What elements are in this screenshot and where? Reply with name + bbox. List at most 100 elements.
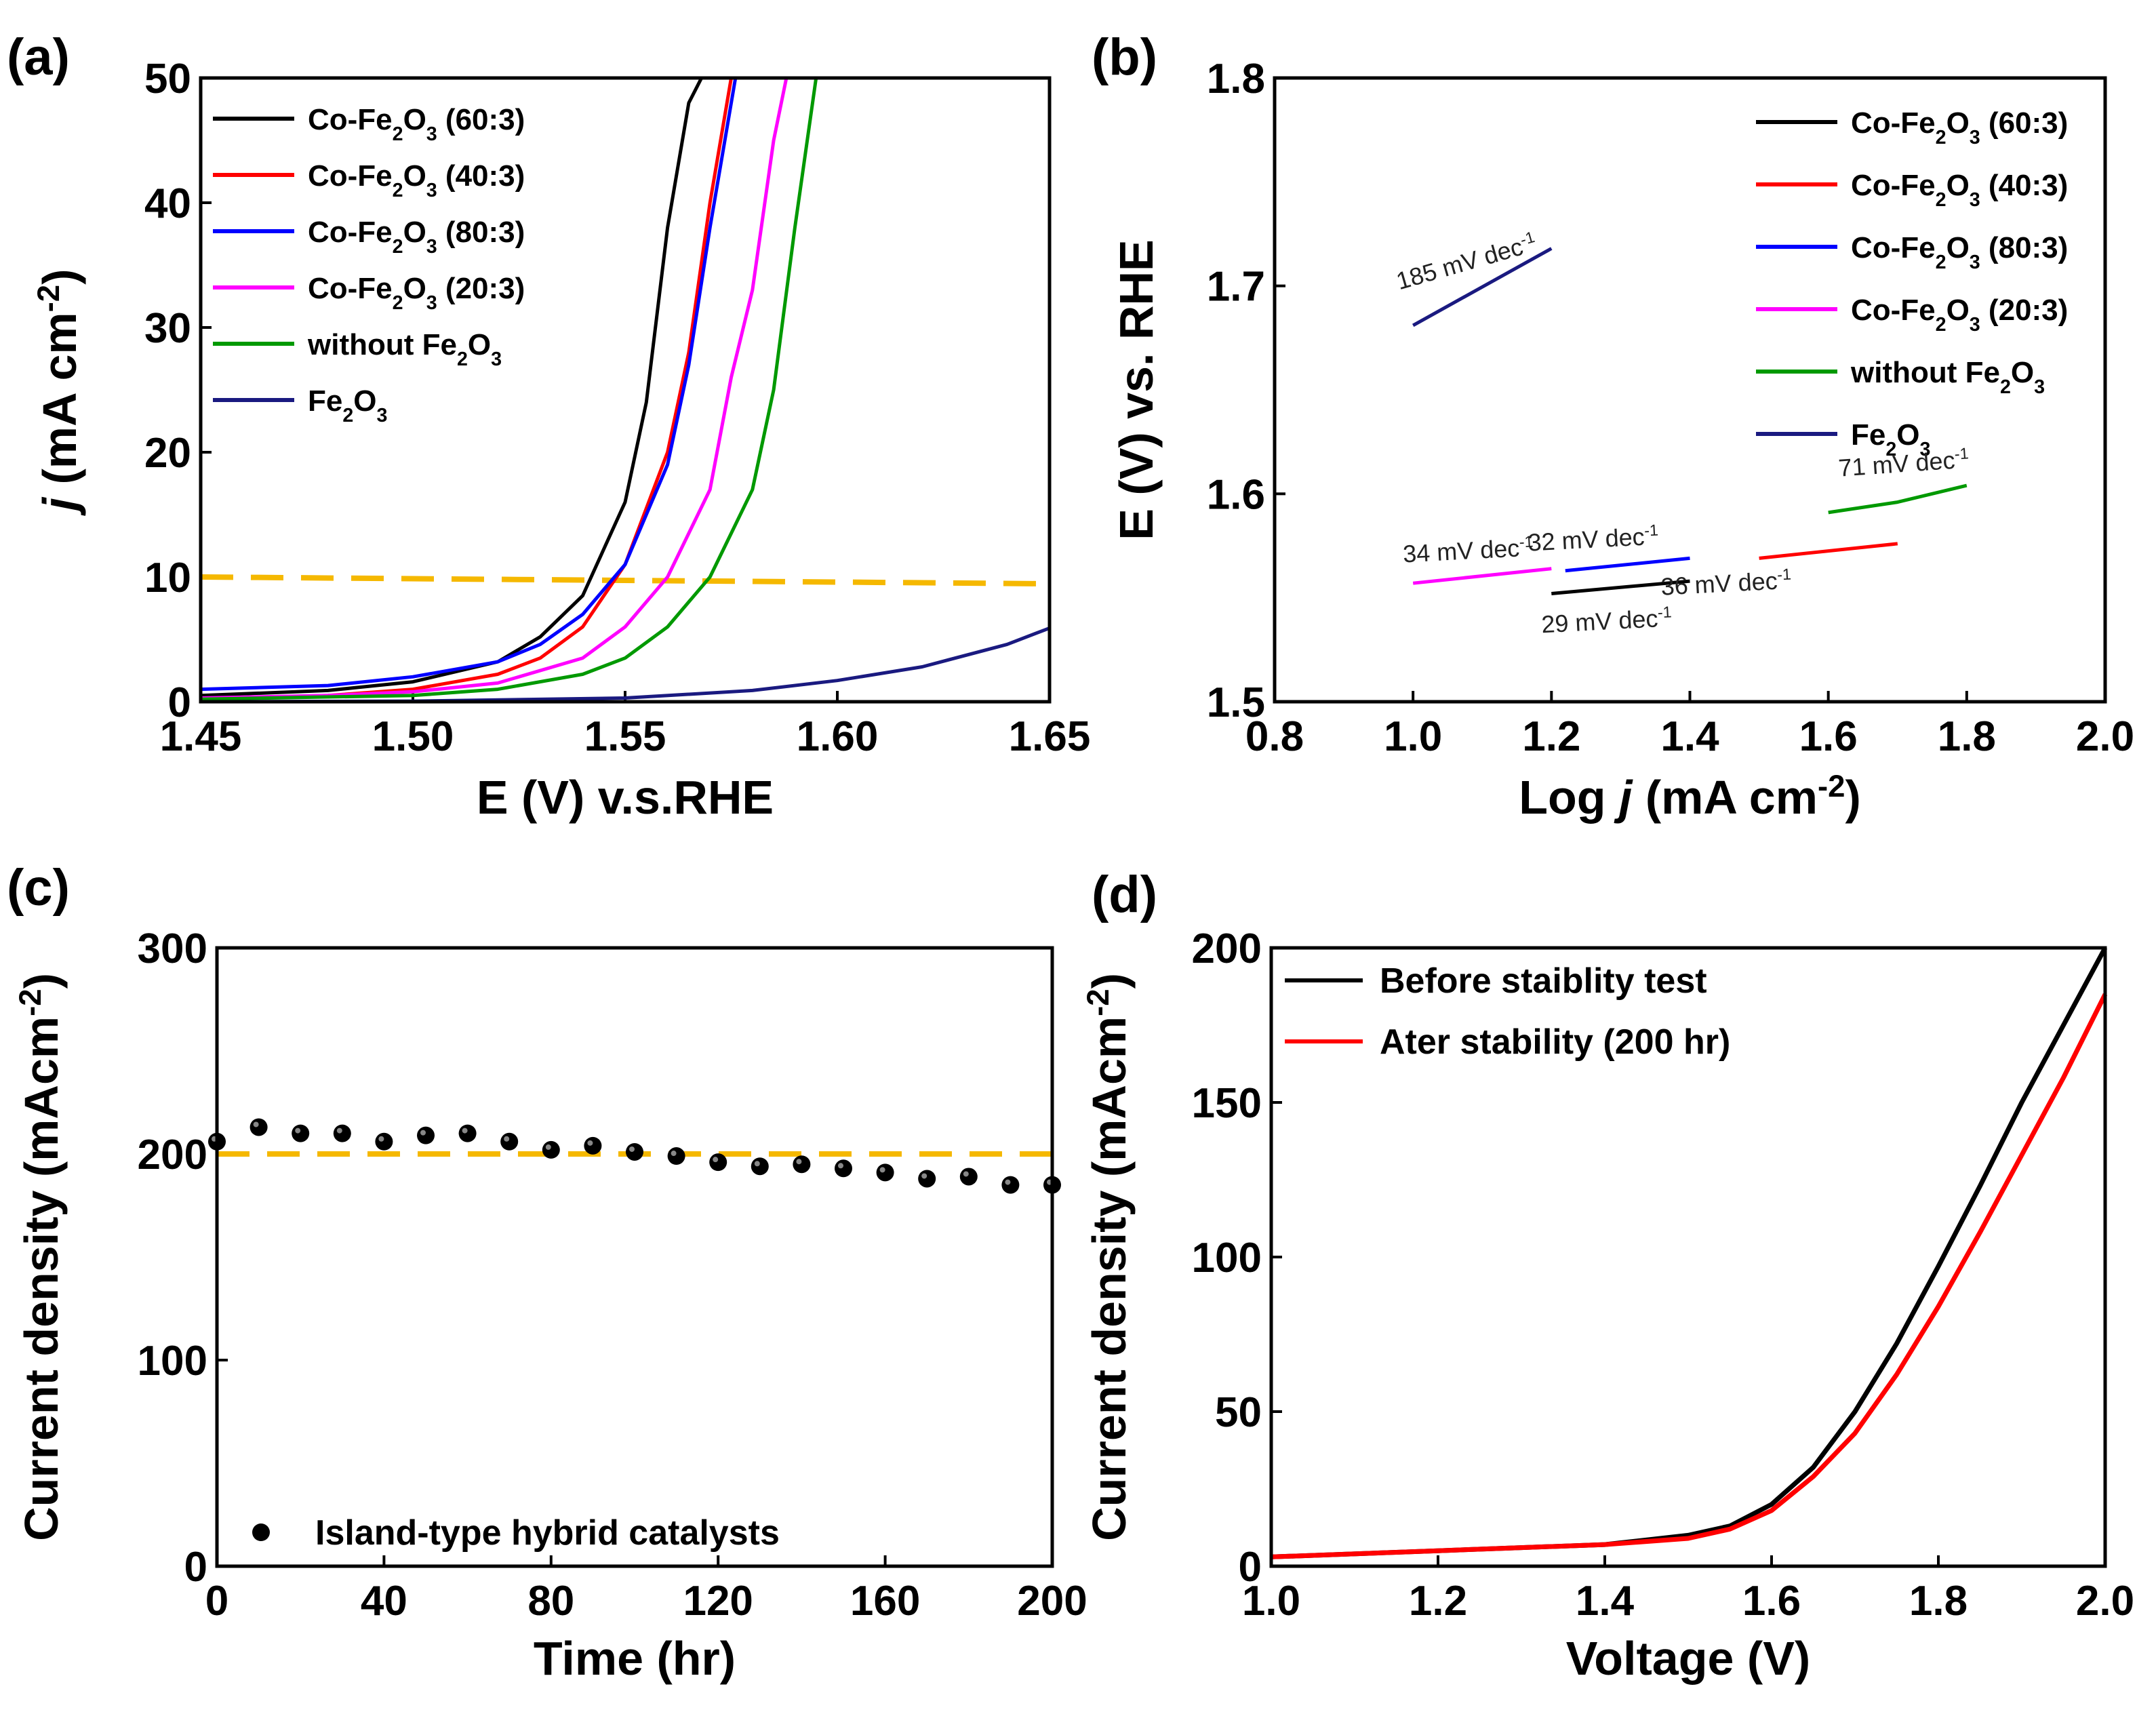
series-line bbox=[1412, 567, 1552, 585]
x-tick-label: 120 bbox=[683, 1578, 753, 1625]
data-point-highlight bbox=[879, 1167, 885, 1173]
data-point bbox=[959, 1168, 978, 1186]
slope-label: 36 mV dec-1 bbox=[1660, 565, 1793, 601]
data-point-highlight bbox=[253, 1121, 259, 1128]
legend-label: Co-Fe2O3 (60:3) bbox=[308, 103, 525, 145]
series-line bbox=[200, 77, 738, 692]
x-tick-label: 1.4 bbox=[1576, 1578, 1635, 1625]
x-tick-label: 1.4 bbox=[1660, 713, 1719, 760]
y-tick-label: 200 bbox=[138, 1132, 207, 1178]
data-point-highlight bbox=[378, 1136, 384, 1142]
x-tick-label: 1.0 bbox=[1384, 713, 1442, 760]
data-point bbox=[375, 1132, 393, 1151]
x-tick-label: 2.0 bbox=[2076, 713, 2134, 760]
data-point bbox=[417, 1126, 435, 1144]
data-point-highlight bbox=[545, 1144, 551, 1150]
panel-letter-a: (a) bbox=[7, 28, 70, 86]
series-line bbox=[1271, 993, 2108, 1559]
data-point-highlight bbox=[462, 1128, 468, 1134]
data-point-highlight bbox=[963, 1171, 969, 1177]
data-point bbox=[709, 1153, 727, 1172]
data-point bbox=[584, 1136, 602, 1155]
legend-label: Island-type hybrid catalysts bbox=[315, 1513, 780, 1553]
data-point-highlight bbox=[713, 1157, 719, 1163]
x-tick-label: 1.6 bbox=[1799, 713, 1858, 760]
data-point-highlight bbox=[420, 1130, 426, 1136]
x-tick-label: 1.8 bbox=[1938, 713, 1996, 760]
data-point bbox=[667, 1147, 685, 1165]
data-point-highlight bbox=[504, 1136, 510, 1142]
x-tick-label: 1.2 bbox=[1522, 713, 1580, 760]
data-point bbox=[333, 1124, 351, 1142]
reference-line bbox=[200, 574, 1050, 586]
y-tick-label: 1.6 bbox=[1207, 471, 1265, 518]
y-tick-label: 40 bbox=[144, 180, 191, 227]
plot-frame bbox=[1273, 76, 2107, 704]
y-tick-label: 200 bbox=[1192, 925, 1262, 972]
data-point bbox=[626, 1142, 643, 1161]
plot-frame bbox=[215, 946, 1054, 1568]
plot-frame bbox=[199, 76, 1052, 704]
series-line bbox=[200, 77, 703, 698]
y-tick-label: 20 bbox=[144, 430, 191, 477]
chart-b: 0.8 1.0 1.2 1.4 1.6 1.8 2.0 1.5 1.6 1.7 1.8 Log j (… bbox=[1110, 56, 2134, 824]
legend-label: Fe2O3 bbox=[308, 384, 387, 426]
y-tick-label: 50 bbox=[1215, 1389, 1262, 1436]
legend-label: Co-Fe2O3 (20:3) bbox=[308, 272, 525, 314]
panel-letter-d: (d) bbox=[1092, 866, 1157, 923]
y-tick-label: 1.7 bbox=[1207, 264, 1265, 311]
x-tick-label: 1.0 bbox=[1242, 1578, 1300, 1625]
y-tick-label: 150 bbox=[1192, 1080, 1262, 1127]
plot-frame bbox=[1269, 946, 2107, 1568]
legend-marker bbox=[252, 1523, 270, 1541]
data-point bbox=[249, 1118, 268, 1136]
chart-c: 0 40 80 120 160 200 0 100 200 300 Time (hr) Current… bbox=[13, 925, 1087, 1685]
series-line bbox=[1412, 247, 1553, 327]
data-point bbox=[876, 1163, 894, 1182]
data-point bbox=[292, 1124, 310, 1142]
legend-label: without Fe2O3 bbox=[307, 328, 502, 370]
y-tick-label: 50 bbox=[144, 56, 191, 102]
y-axis-label: E (V) vs. RHE bbox=[1110, 239, 1163, 540]
legend-label: Before staiblity test bbox=[1380, 961, 1707, 1001]
x-tick-label: 1.60 bbox=[797, 713, 879, 760]
chart-a: 1.45 1.50 1.55 1.60 1.65 0 10 20 30 40 50 E (V) v.s… bbox=[31, 56, 1091, 824]
x-tick-label: 80 bbox=[527, 1578, 574, 1625]
slope-label: 32 mV dec-1 bbox=[1528, 521, 1660, 557]
data-point-highlight bbox=[295, 1128, 301, 1134]
panel-letter-b: (b) bbox=[1092, 28, 1157, 86]
data-point-highlight bbox=[754, 1161, 760, 1167]
data-point bbox=[542, 1140, 560, 1159]
x-tick-label: 2.0 bbox=[2076, 1578, 2134, 1625]
data-point-highlight bbox=[336, 1128, 342, 1134]
slope-label: 29 mV dec-1 bbox=[1540, 603, 1673, 638]
x-tick-label: 160 bbox=[850, 1578, 920, 1625]
slope-label: 185 mV dec-1 bbox=[1393, 228, 1540, 295]
series-line bbox=[1828, 483, 1968, 515]
data-point bbox=[1001, 1176, 1020, 1194]
y-axis-label: Current density (mAcm-2) bbox=[1081, 973, 1136, 1541]
x-tick-label: 1.45 bbox=[160, 713, 242, 760]
y-tick-label: 30 bbox=[144, 305, 191, 352]
data-point bbox=[500, 1132, 519, 1151]
legend-label: Fe2O3 bbox=[1851, 418, 1930, 460]
legend-label: Co-Fe2O3 (40:3) bbox=[1851, 169, 2068, 211]
y-tick-label: 100 bbox=[1192, 1235, 1262, 1281]
data-point-highlight bbox=[671, 1151, 677, 1157]
x-tick-label: 40 bbox=[361, 1578, 407, 1625]
slope-label: 34 mV dec-1 bbox=[1402, 532, 1534, 567]
series-line bbox=[200, 77, 788, 700]
x-axis-label: Voltage (V) bbox=[1566, 1632, 1810, 1685]
y-tick-label: 10 bbox=[144, 555, 191, 601]
y-tick-label: 1.8 bbox=[1207, 56, 1265, 102]
x-tick-label: 0.8 bbox=[1245, 713, 1304, 760]
y-tick-label: 1.5 bbox=[1207, 679, 1265, 726]
data-point-highlight bbox=[1005, 1179, 1011, 1185]
y-axis-label: Current density (mAcm-2) bbox=[13, 973, 68, 1541]
data-point bbox=[918, 1170, 936, 1188]
y-tick-label: 0 bbox=[168, 679, 191, 726]
x-tick-label: 1.65 bbox=[1009, 713, 1091, 760]
x-tick-label: 1.50 bbox=[372, 713, 454, 760]
y-axis-label: j (mA cm-2) bbox=[31, 269, 87, 517]
